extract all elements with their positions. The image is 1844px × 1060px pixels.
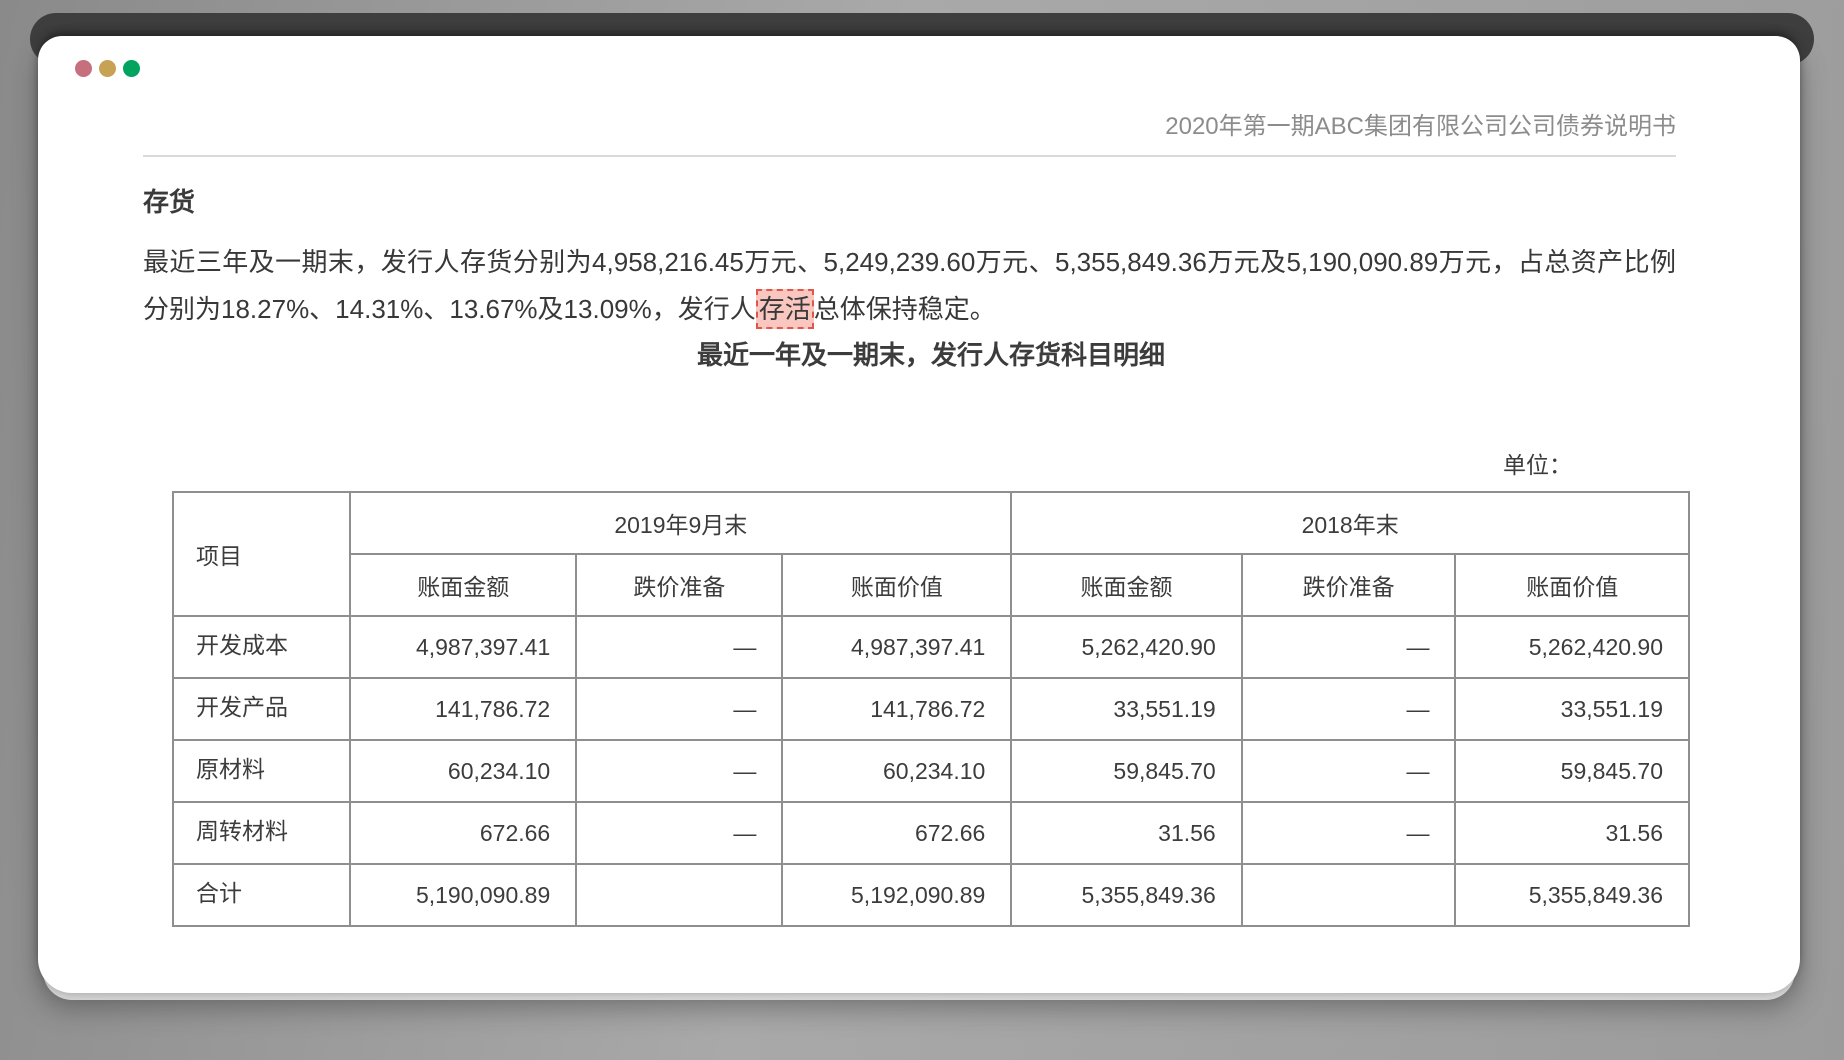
flagged-term[interactable]: 存活 [755,289,814,329]
table-cell: 4,987,397.41 [349,615,578,679]
table-cell: — [1240,739,1457,803]
column-header-period-2019: 2019年9月末 [349,491,1013,555]
table-cell: — [575,739,784,803]
table-cell: — [575,801,784,865]
document-window: 2020年第一期ABC集团有限公司公司债券说明书 存货 最近三年及一期末，发行人… [38,36,1800,993]
column-header-period-2018: 2018年末 [1010,491,1690,555]
table-header-row-subcolumns: 账面金额 跌价准备 账面价值 账面金额 跌价准备 账面价值 [173,553,1690,617]
table-cell: 5,262,420.90 [1454,615,1690,679]
column-header-book-value: 账面价值 [781,553,1013,617]
table-row: 开发产品 141,786.72 — 141,786.72 33,551.19 —… [171,677,1690,741]
table-row: 周转材料 672.66 — 672.66 31.56 — 31.56 [171,801,1690,865]
body-paragraph: 最近三年及一期末，发行人存货分别为4,958,216.45万元、5,249,23… [143,239,1676,333]
table-title: 最近一年及一期末，发行人存货科目明细 [696,340,1165,370]
table-cell: 31.56 [1010,801,1243,865]
table-cell: 60,234.10 [349,739,578,803]
minimize-button[interactable] [99,60,116,77]
table-cell: — [575,615,784,679]
table-cell: 5,190,090.89 [349,863,578,927]
table-cell: 59,845.70 [1454,739,1690,803]
table-cell: — [1240,615,1457,679]
table-cell: 141,786.72 [781,677,1013,741]
table-cell: 59,845.70 [1010,739,1243,803]
paragraph-text-post: 总体保持稳定。 [813,294,996,324]
window-controls [75,60,140,77]
table-row-total: 合计 5,190,090.89 5,192,090.89 5,355,849.3… [171,863,1690,927]
table-cell: 5,262,420.90 [1010,615,1243,679]
table-cell [575,863,784,927]
table-cell [1240,863,1457,927]
table-cell: 141,786.72 [349,677,578,741]
row-label: 周转材料 [171,801,352,865]
row-label: 合计 [171,863,352,927]
section-heading: 存货 [143,187,196,217]
row-label: 原材料 [171,739,352,803]
inventory-detail-table: 项目 2019年9月末 2018年末 账面金额 跌价准备 账面价值 账面金额 跌… [171,491,1690,927]
table-cell: 672.66 [781,801,1013,865]
table-cell: 33,551.19 [1010,677,1243,741]
table-cell: 5,355,849.36 [1010,863,1243,927]
document-title: 2020年第一期ABC集团有限公司公司债券说明书 [1165,113,1676,140]
column-header-book-amount: 账面金额 [1010,553,1243,617]
row-label: 开发产品 [171,677,352,741]
table-cell: 60,234.10 [781,739,1013,803]
table-cell: 5,192,090.89 [781,863,1013,927]
table-row: 原材料 60,234.10 — 60,234.10 59,845.70 — 59… [171,739,1690,803]
paragraph-text-pre: 最近三年及一期末，发行人存货分别为4,958,216.45万元、5,249,23… [143,247,1676,324]
column-header-price-reserve: 跌价准备 [1240,553,1457,617]
column-header-book-value: 账面价值 [1454,553,1690,617]
table-cell: 33,551.19 [1454,677,1690,741]
table-cell: 5,355,849.36 [1454,863,1690,927]
column-header-price-reserve: 跌价准备 [575,553,784,617]
row-label: 开发成本 [171,615,352,679]
table-cell: 4,987,397.41 [781,615,1013,679]
column-header-item: 项目 [171,491,352,617]
table-cell: 672.66 [349,801,578,865]
table-cell: 31.56 [1454,801,1690,865]
table-cell: — [1240,677,1457,741]
table-cell: — [575,677,784,741]
close-button[interactable] [75,60,92,77]
table-header-row-periods: 项目 2019年9月末 2018年末 [171,491,1690,617]
unit-label: 单位： [1503,452,1572,478]
zoom-button[interactable] [123,60,140,77]
document-header: 2020年第一期ABC集团有限公司公司债券说明书 [143,112,1676,157]
inventory-table-section: 最近一年及一期末，发行人存货科目明细 单位： 项目 2019年9月末 2018年… [171,340,1690,927]
column-header-book-amount: 账面金额 [349,553,578,617]
table-cell: — [1240,801,1457,865]
table-row: 开发成本 4,987,397.41 — 4,987,397.41 5,262,4… [171,615,1690,679]
